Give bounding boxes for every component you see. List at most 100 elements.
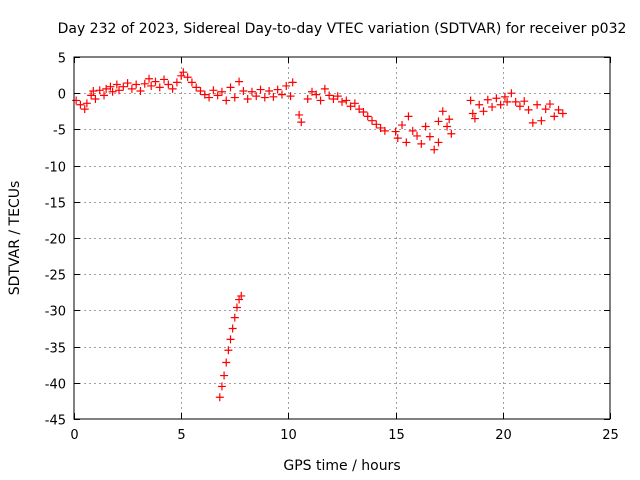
data-point (89, 87, 98, 96)
data-point (87, 91, 96, 100)
data-point (413, 131, 422, 140)
data-point (496, 100, 505, 109)
data-point (500, 92, 509, 101)
data-point (545, 100, 554, 109)
data-point (224, 346, 233, 355)
data-point (533, 100, 542, 109)
data-point (100, 91, 109, 100)
data-point (140, 79, 149, 88)
data-point (402, 138, 411, 147)
data-point (235, 77, 244, 86)
data-point (320, 84, 329, 93)
y-tick-label: -30 (45, 305, 66, 320)
data-point (252, 92, 261, 101)
data-point (307, 87, 316, 96)
data-point (398, 121, 407, 130)
data-point (488, 102, 497, 111)
data-point (470, 114, 479, 123)
data-point (303, 94, 312, 103)
data-point (155, 83, 164, 92)
data-point (297, 118, 306, 127)
data-point (359, 108, 368, 117)
data-point (82, 99, 91, 108)
data-point (338, 97, 346, 106)
data-point (541, 105, 550, 114)
data-point (380, 126, 389, 135)
data-point (372, 120, 381, 129)
data-point (443, 122, 452, 131)
data-point (333, 92, 342, 101)
data-point (554, 105, 563, 114)
data-point (445, 115, 454, 124)
x-tick-label: 5 (177, 428, 185, 443)
data-point (316, 96, 325, 105)
data-point (72, 96, 81, 105)
x-tick-label: 0 (70, 428, 78, 443)
data-point (127, 84, 136, 93)
y-axis-label: SDTVAR / TECUs (7, 181, 23, 296)
data-point (346, 102, 355, 111)
data-point (183, 73, 192, 82)
data-point (200, 90, 209, 99)
data-point (239, 87, 248, 96)
data-point (288, 78, 297, 87)
data-point (447, 129, 456, 138)
data-point (230, 93, 239, 102)
data-point (520, 97, 529, 106)
data-point (177, 71, 186, 80)
data-point (282, 81, 291, 90)
x-ticks: 0 5 10 15 20 25 (70, 57, 619, 443)
data-point (524, 105, 533, 114)
data-point (232, 303, 241, 312)
data-point (325, 91, 334, 100)
data-point (528, 118, 537, 127)
data-point (468, 109, 477, 118)
data-point (368, 116, 377, 125)
data-point (217, 87, 226, 96)
data-point (363, 112, 372, 121)
data-point (247, 87, 256, 96)
data-point (106, 82, 115, 91)
data-point (265, 87, 274, 96)
data-point (243, 94, 252, 103)
data-point (515, 102, 524, 111)
y-tick-label: -25 (45, 269, 66, 284)
data-point (550, 112, 559, 121)
data-point (393, 134, 402, 143)
data-point (434, 138, 443, 147)
data-point (558, 109, 567, 118)
data-point (235, 295, 244, 304)
data-point (168, 84, 177, 93)
data-point (102, 84, 111, 93)
data-point (277, 90, 286, 99)
data-point (230, 313, 239, 322)
data-point (479, 107, 488, 116)
data-points (72, 68, 567, 402)
data-point (226, 83, 235, 92)
y-tick-label: -20 (45, 233, 66, 248)
data-point (434, 117, 443, 126)
y-tick-label: -45 (45, 414, 66, 429)
data-point (95, 86, 104, 95)
x-axis-label: GPS time / hours (283, 458, 400, 474)
data-point (342, 96, 351, 105)
data-point (147, 81, 156, 90)
data-point (136, 87, 145, 96)
data-point (312, 90, 321, 99)
y-ticks: 5 0 -5 -10 -15 -20 -25 -30 -35 -40 -45 (45, 52, 610, 429)
data-point (112, 80, 121, 89)
y-tick-label: -5 (53, 124, 66, 139)
x-tick-label: 25 (602, 428, 619, 443)
chart-title: Day 232 of 2023, Sidereal Day-to-day VTE… (58, 21, 627, 37)
data-point (220, 371, 229, 380)
data-point (438, 107, 447, 116)
grid-lines (74, 57, 610, 419)
y-tick-label: -35 (45, 342, 66, 357)
data-point (217, 382, 226, 391)
x-tick-label: 15 (388, 428, 405, 443)
data-point (91, 94, 100, 103)
y-tick-label: 0 (58, 88, 66, 103)
x-tick-label: 10 (280, 428, 297, 443)
data-point (237, 291, 246, 300)
